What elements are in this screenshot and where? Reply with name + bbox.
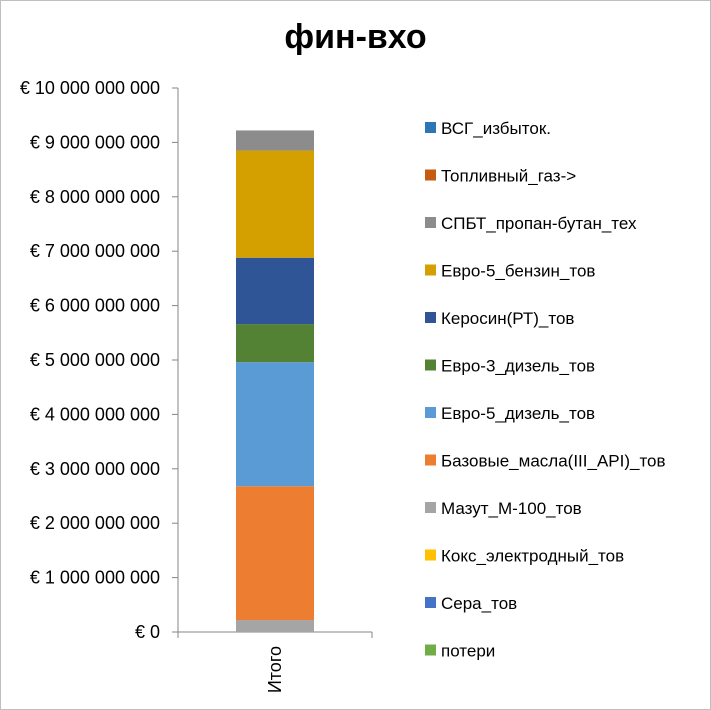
legend-swatch: [425, 549, 436, 561]
legend-swatch: [425, 644, 436, 656]
bar-segment-5: [236, 362, 314, 487]
y-tick-label: € 8 000 000 000: [30, 187, 160, 207]
legend-swatch: [425, 454, 436, 466]
legend-swatch: [425, 502, 436, 513]
y-tick-label: € 6 000 000 000: [30, 296, 160, 316]
legend-label: Базовые_масла(III_API)_тов: [441, 452, 666, 471]
legend-swatch: [425, 122, 436, 133]
y-tick-label: € 2 000 000 000: [30, 513, 160, 533]
chart-title: фин-вхо: [284, 18, 427, 56]
y-tick-label: € 0: [135, 622, 160, 642]
legend-swatch: [425, 217, 436, 228]
legend-label: Евро-3_дизель_тов: [441, 357, 595, 376]
bar-segment-8: [236, 150, 314, 258]
x-axis-ticks: Итого: [265, 646, 285, 693]
legend: ВСГ_избыток. Топливный_газ-> СПБТ_пропан-б…: [425, 119, 666, 661]
legend-swatch: [425, 169, 436, 181]
y-tick-label: € 4 000 000 000: [30, 404, 160, 424]
legend-label: Кокс_электродный_тов: [441, 547, 624, 566]
bar-segment-7: [236, 257, 314, 325]
legend-label: Сера_тов: [441, 594, 517, 613]
legend-label: потери: [441, 642, 495, 661]
legend-label: Керосин(РТ)_тов: [441, 309, 574, 328]
bar-segment-3: [236, 620, 314, 632]
legend-swatch: [425, 597, 436, 608]
legend-swatch: [425, 264, 436, 276]
y-tick-label: € 3 000 000 000: [30, 459, 160, 479]
y-tick-label: € 10 000 000 000: [20, 78, 160, 98]
legend-swatch: [425, 359, 436, 371]
x-tick-label: Итого: [265, 646, 285, 693]
bar-segment-9: [236, 130, 314, 151]
y-tick-label: € 9 000 000 000: [30, 132, 160, 152]
y-tick-label: € 1 000 000 000: [30, 568, 160, 588]
legend-label: Евро-5_бензин_тов: [441, 262, 595, 281]
legend-swatch: [425, 312, 436, 323]
legend-label: СПБТ_пропан-бутан_тех: [441, 214, 637, 233]
y-tick-label: € 7 000 000 000: [30, 241, 160, 261]
legend-label: ВСГ_избыток.: [441, 119, 551, 138]
legend-label: Мазут_М-100_тов: [441, 499, 582, 518]
y-tick-label: € 5 000 000 000: [30, 350, 160, 370]
y-axis-ticks: € 0 € 1 000 000 000 € 2 000 000 000 € 3 000…: [20, 78, 178, 642]
bar-segment-4: [236, 486, 314, 621]
legend-label: Евро-5_дизель_тов: [441, 404, 595, 423]
legend-label: Топливный_газ->: [441, 167, 576, 186]
legend-swatch: [425, 407, 436, 418]
bar-segment-6: [236, 324, 314, 363]
bar-segments: [236, 130, 314, 632]
